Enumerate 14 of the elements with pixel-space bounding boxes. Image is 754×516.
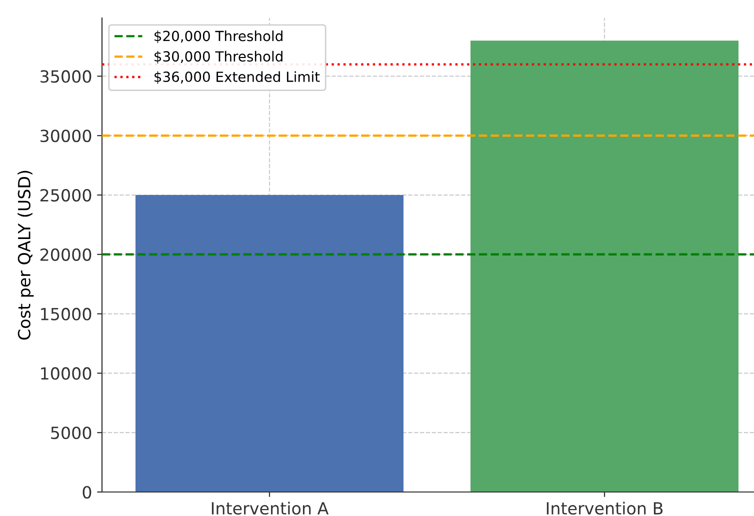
y-tick-label: 5000 <box>51 426 92 440</box>
y-tick-label: 10000 <box>41 367 92 380</box>
legend-label: $20,000 Threshold <box>154 30 282 44</box>
x-tick-label: Intervention A <box>212 502 329 515</box>
y-tick-label: 15000 <box>41 308 92 320</box>
y-tick-label: 0 <box>82 486 92 499</box>
y-tick-label: 25000 <box>40 188 92 202</box>
legend-label: $30,000 Threshold <box>154 50 282 64</box>
x-tick-label: Intervention B <box>546 502 663 515</box>
y-axis-title: Cost per QALY (USD) <box>18 170 34 340</box>
legend-label: $36,000 Extended Limit <box>154 71 320 84</box>
y-tick-label: 30000 <box>40 130 92 142</box>
y-tick-label: 20000 <box>40 248 92 261</box>
y-tick-label: 35000 <box>40 70 92 83</box>
